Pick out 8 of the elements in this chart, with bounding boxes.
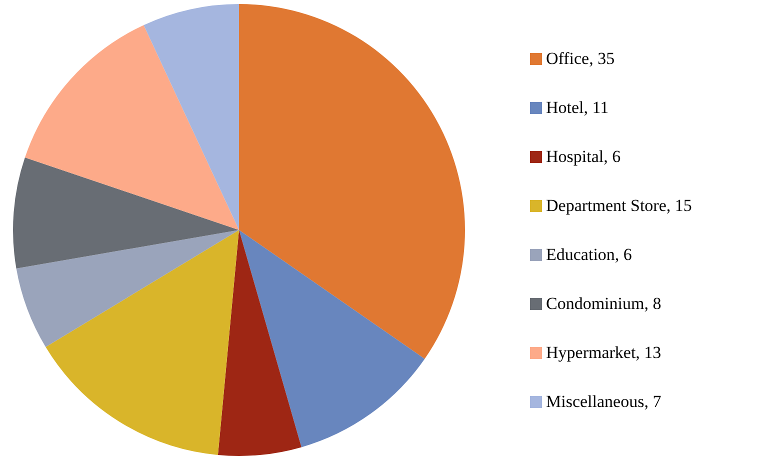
legend-label: Hypermarket, 13 <box>546 343 662 362</box>
legend-label: Hospital, 6 <box>546 147 621 166</box>
legend-label: Office, 35 <box>546 49 615 68</box>
legend-label: Condominium, 8 <box>546 294 662 313</box>
legend-label: Department Store, 15 <box>546 196 692 215</box>
legend-label: Education, 6 <box>546 245 632 264</box>
legend-label: Hotel, 11 <box>546 98 609 117</box>
legend-label: Miscellaneous, 7 <box>546 392 662 411</box>
